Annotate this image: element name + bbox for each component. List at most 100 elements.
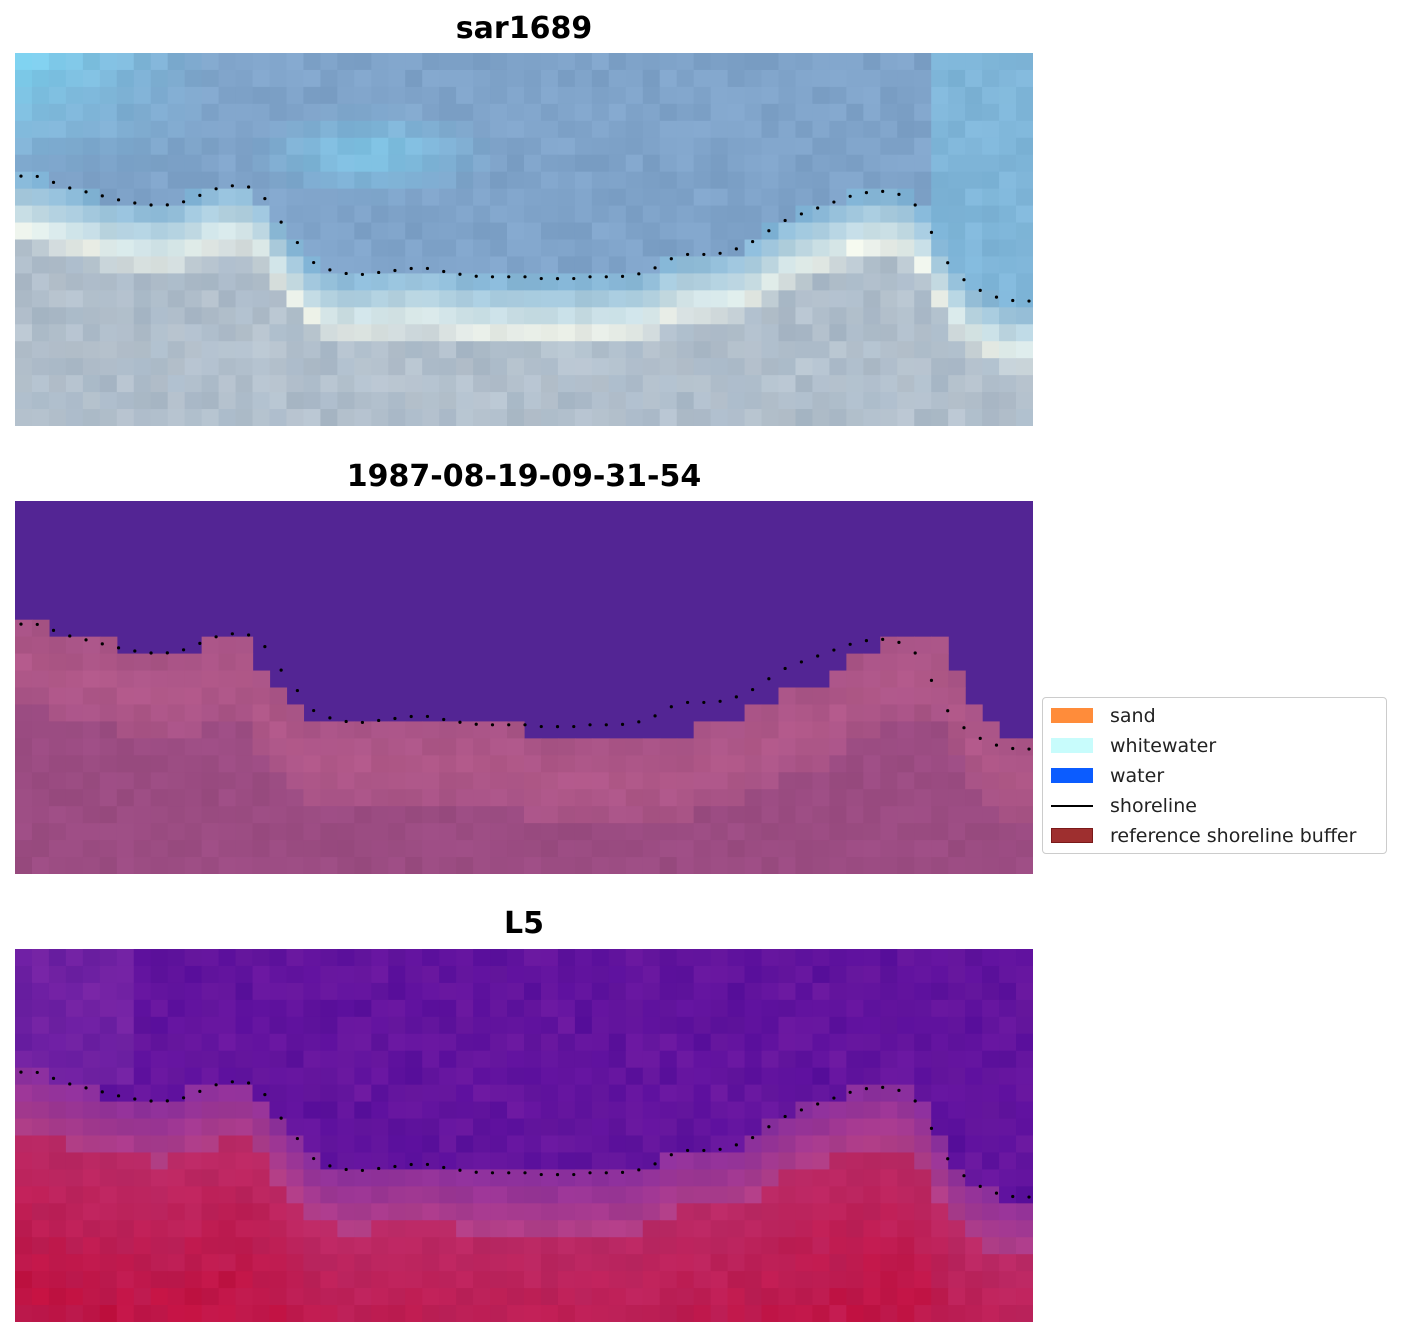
buffer-pixel [167,840,186,858]
index-pixel [354,1016,372,1035]
buffer-pixel [15,772,33,790]
sar-pixel [116,358,135,376]
index-pixel [931,1118,949,1137]
index-pixel [167,1169,186,1187]
sar-pixel [150,239,169,258]
buffer-pixel [31,721,50,739]
index-pixel [914,1067,932,1086]
sar-pixel [540,307,559,325]
sar-pixel [897,222,915,241]
buffer-pixel [99,789,118,807]
sar-pixel [235,341,254,359]
sar-pixel [931,103,949,122]
buffer-pixel [422,789,440,807]
sar-pixel [795,103,814,122]
sar-pixel [167,69,186,88]
index-pixel [659,1254,678,1272]
index-pixel [405,1186,423,1204]
buffer-pixel [965,755,983,773]
buffer-pixel [914,704,932,722]
shoreline-point [637,272,641,276]
buffer-pixel [965,721,983,739]
sar-pixel [897,307,915,325]
buffer-pixel [642,772,661,790]
index-pixel [744,1050,763,1069]
sar-pixel [218,341,237,359]
sar-pixel [574,120,593,139]
sar-pixel [388,171,406,190]
index-pixel [150,1016,169,1035]
index-pixel [659,1135,678,1154]
buffer-pixel [320,840,338,858]
buffer-pixel [880,670,898,689]
sar-pixel [795,358,814,376]
index-pixel [31,1203,50,1221]
index-pixel [710,965,729,984]
buffer-pixel [405,789,423,807]
index-pixel [897,1220,915,1238]
sar-pixel [65,222,84,241]
buffer-pixel [880,653,898,672]
buffer-pixel [880,721,898,739]
sar-pixel [676,171,695,190]
sar-pixel [371,53,389,71]
index-pixel [914,1203,932,1221]
index-pixel [422,1016,440,1035]
sar-pixel [863,256,881,274]
index-pixel [591,1016,610,1035]
index-pixel [354,965,372,984]
sar-pixel [99,358,118,376]
sar-pixel [65,69,84,88]
index-pixel [116,1050,135,1069]
index-pixel [235,999,254,1018]
shoreline-point [751,239,755,244]
legend-item-shoreline: shoreline [1050,795,1386,818]
sar-pixel [524,273,542,291]
index-pixel [965,1169,983,1187]
index-pixel [914,1186,932,1204]
index-pixel [422,1305,440,1322]
sar-pixel [642,358,661,376]
sar-pixel [778,205,797,224]
shoreline-point [507,1171,511,1175]
shoreline-point [1011,1194,1015,1199]
index-pixel [574,1271,593,1289]
sar-pixel [676,409,695,426]
sar-pixel [795,188,814,207]
sar-pixel [218,222,237,241]
buffer-pixel [863,653,881,672]
buffer-pixel [269,755,288,773]
sar-pixel [116,409,135,426]
index-pixel [184,1084,203,1103]
sar-pixel [303,120,321,139]
buffer-pixel [439,755,457,773]
index-pixel [473,1220,491,1238]
index-pixel [727,1220,746,1238]
index-pixel [31,1186,50,1204]
index-pixel [880,1220,898,1238]
sar-pixel [82,222,101,241]
sar-pixel [863,69,881,88]
sar-pixel [727,324,746,342]
index-pixel [608,1203,627,1221]
sar-pixel [591,120,610,139]
buffer-pixel [846,687,864,706]
sar-pixel [591,137,610,156]
classification-image [15,501,1033,874]
index-pixel [218,1135,237,1154]
sar-pixel [456,341,474,359]
index-pixel [965,1033,983,1052]
buffer-pixel [948,738,966,756]
shoreline-point [198,193,202,197]
buffer-pixel [439,857,457,874]
buffer-pixel [405,806,423,824]
sar-pixel [863,171,881,190]
index-pixel [591,1152,610,1170]
buffer-pixel [659,806,678,824]
sar-pixel [405,205,423,224]
sar-pixel [456,392,474,410]
sar-pixel [405,409,423,426]
index-pixel [829,999,847,1018]
sar-pixel [897,273,915,291]
sar-pixel [99,188,118,207]
